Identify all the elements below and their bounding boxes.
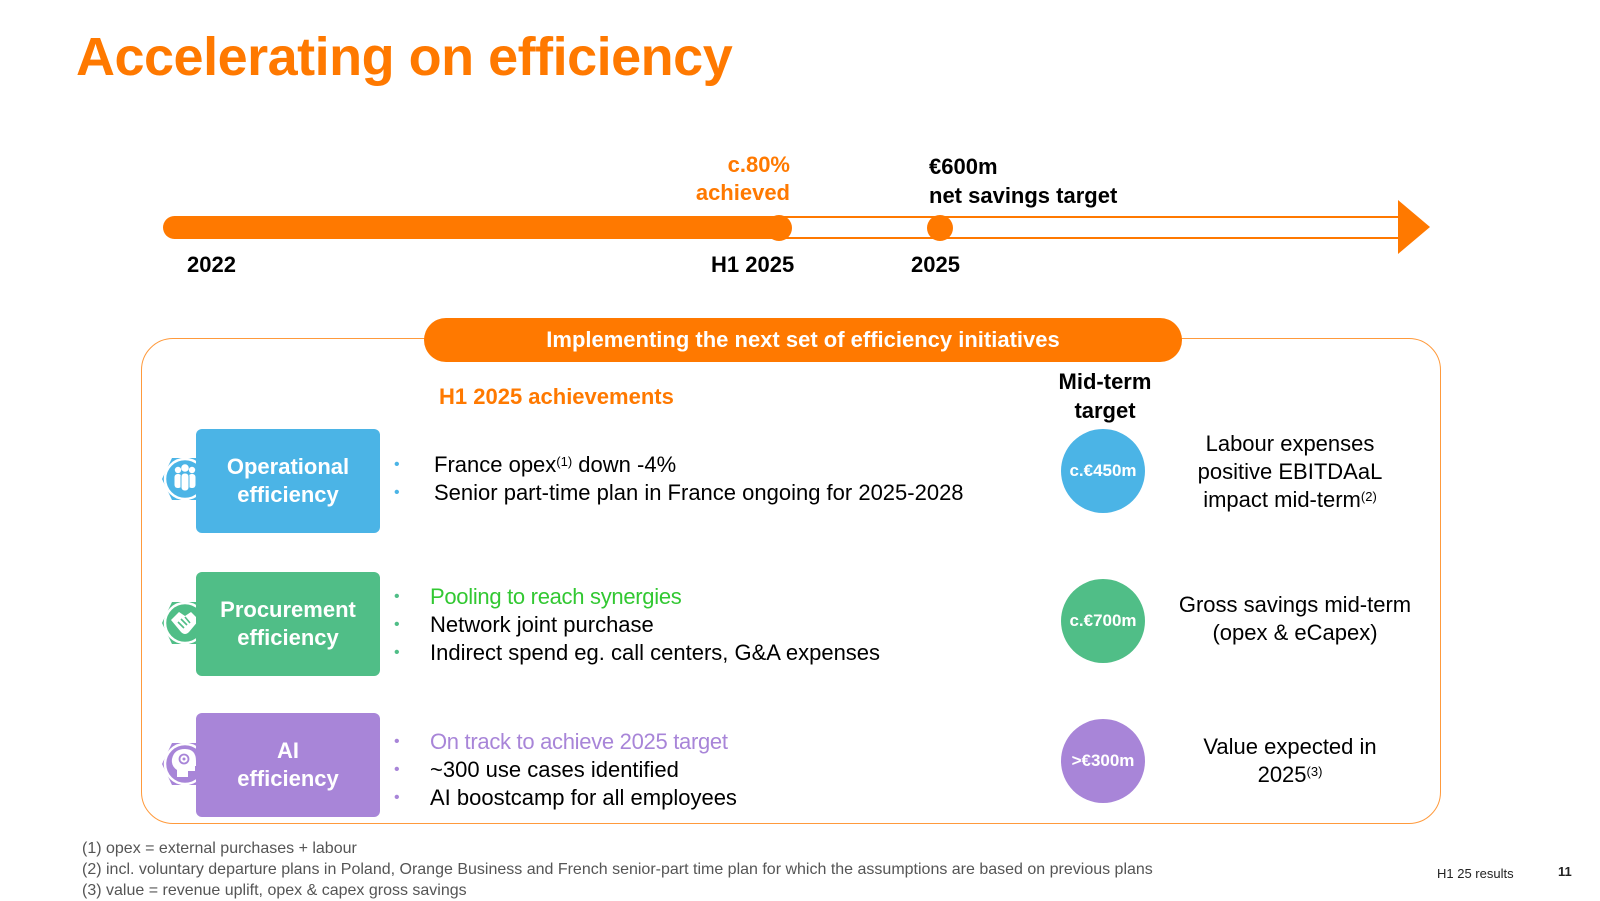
operational-efficiency-card: Operational efficiency	[196, 429, 380, 533]
timeline-graphic	[163, 200, 1430, 254]
ai-efficiency-card: AI efficiency	[196, 713, 380, 817]
bullet-text-tail: down -4%	[572, 452, 677, 477]
card-line: Operational	[226, 454, 350, 479]
target-callout: €600m net savings target	[929, 152, 1117, 210]
initiatives-banner: Implementing the next set of efficiency …	[424, 318, 1182, 362]
target-circle-procurement: c.€700m	[1061, 579, 1145, 663]
page-title: Accelerating on efficiency	[76, 27, 733, 87]
list-item: • ~300 use cases identified	[394, 756, 737, 784]
bullet-dot: •	[394, 761, 400, 778]
target-circle-operational: c.€450m	[1061, 429, 1145, 513]
footnote-ref: (2)	[1360, 489, 1377, 504]
list-item: • On track to achieve 2025 target	[394, 728, 737, 756]
procurement-bullets: • Pooling to reach synergies • Network joi…	[394, 583, 880, 667]
target-circle-ai: >€300m	[1061, 719, 1145, 803]
bullet-dot: •	[394, 644, 400, 661]
procurement-efficiency-card: Procurement efficiency	[196, 572, 380, 676]
operational-bullets: • France opex(1) down -4% • Senior part-ti…	[394, 451, 964, 507]
ai-bullets: • On track to achieve 2025 target • ~300 u…	[394, 728, 737, 812]
bullet-dot: •	[394, 789, 400, 806]
bullet-text: Network joint purchase	[430, 612, 654, 637]
desc-line: 2025(3)	[1170, 761, 1410, 789]
bullet-text: AI boostcamp for all employees	[430, 785, 737, 810]
card-line: efficiency	[237, 625, 339, 650]
bullet-text-main: France opex	[434, 452, 557, 477]
target-desc-operational: Labour expenses positive EBITDAaL impact…	[1160, 430, 1420, 514]
midterm-header-line1: Mid-term	[1058, 369, 1152, 394]
desc-line: impact mid-term(2)	[1160, 486, 1420, 514]
year-label-2025: 2025	[911, 252, 960, 277]
desc-text: impact mid-term	[1203, 487, 1361, 512]
footnote-ref: (3)	[1306, 764, 1323, 779]
target-label: net savings target	[929, 183, 1118, 208]
footnote: (1) opex = external purchases + labour	[82, 840, 357, 857]
desc-line: Value expected in	[1203, 734, 1377, 759]
bullet-text-highlight: Pooling to reach synergies	[430, 584, 682, 609]
list-item: • France opex(1) down -4%	[394, 451, 964, 479]
bullet-text: ~300 use cases identified	[430, 757, 679, 782]
footnote: (3) value = revenue uplift, opex & capex…	[82, 882, 467, 899]
card-line: AI	[277, 738, 299, 763]
achieved-percent: c.80%	[727, 152, 790, 177]
bullet-dot: •	[394, 733, 400, 750]
list-item: • Pooling to reach synergies	[394, 583, 880, 611]
desc-line: Gross savings mid-term	[1178, 592, 1412, 617]
year-label-2022: 2022	[187, 252, 236, 277]
list-item: • Network joint purchase	[394, 611, 880, 639]
bullet-text: France opex(1) down -4%	[434, 451, 676, 479]
desc-line: Labour expenses	[1205, 431, 1375, 456]
footnotes: (1) opex = external purchases + labour (…	[82, 838, 1153, 901]
bullet-text: Senior part-time plan in France ongoing …	[434, 480, 964, 505]
footnote: (2) incl. voluntary departure plans in P…	[82, 861, 1153, 878]
list-item: • Indirect spend eg. call centers, G&A ex…	[394, 639, 880, 667]
page-number: 11	[1558, 864, 1572, 879]
achieved-callout: c.80% achieved	[680, 151, 790, 207]
desc-line: (opex & eCapex)	[1212, 620, 1378, 645]
list-item: • AI boostcamp for all employees	[394, 784, 737, 812]
card-line: efficiency	[237, 766, 339, 791]
target-desc-ai: Value expected in 2025(3)	[1170, 733, 1410, 789]
desc-text: 2025	[1257, 762, 1307, 787]
bullet-dot: •	[394, 588, 400, 605]
achieved-label: achieved	[695, 180, 790, 205]
target-desc-procurement: Gross savings mid-term (opex & eCapex)	[1157, 591, 1433, 647]
timeline-marker-2025	[927, 215, 953, 241]
card-line: efficiency	[237, 482, 339, 507]
bullet-dot: •	[394, 616, 400, 633]
target-value: €600m	[929, 154, 998, 179]
footnote-ref: (1)	[556, 454, 573, 469]
timeline-progress-bar	[163, 216, 785, 239]
bullet-dot: •	[394, 484, 400, 501]
bullet-text: Indirect spend eg. call centers, G&A exp…	[430, 640, 881, 665]
desc-line: positive EBITDAaL	[1197, 459, 1383, 484]
midterm-header-line2: target	[1074, 398, 1136, 423]
bullet-text-highlight: On track to achieve 2025 target	[430, 729, 728, 754]
list-item: • Senior part-time plan in France ongoing…	[394, 479, 964, 507]
achievements-header: H1 2025 achievements	[439, 384, 674, 409]
card-line: Procurement	[220, 597, 356, 622]
footer-tag: H1 25 results	[1437, 866, 1514, 881]
timeline-arrowhead	[1398, 200, 1430, 254]
timeline-marker-h1-2025	[766, 215, 792, 241]
year-label-h1-2025: H1 2025	[711, 252, 795, 277]
bullet-dot: •	[394, 456, 400, 473]
midterm-header: Mid-term target	[1040, 367, 1170, 425]
